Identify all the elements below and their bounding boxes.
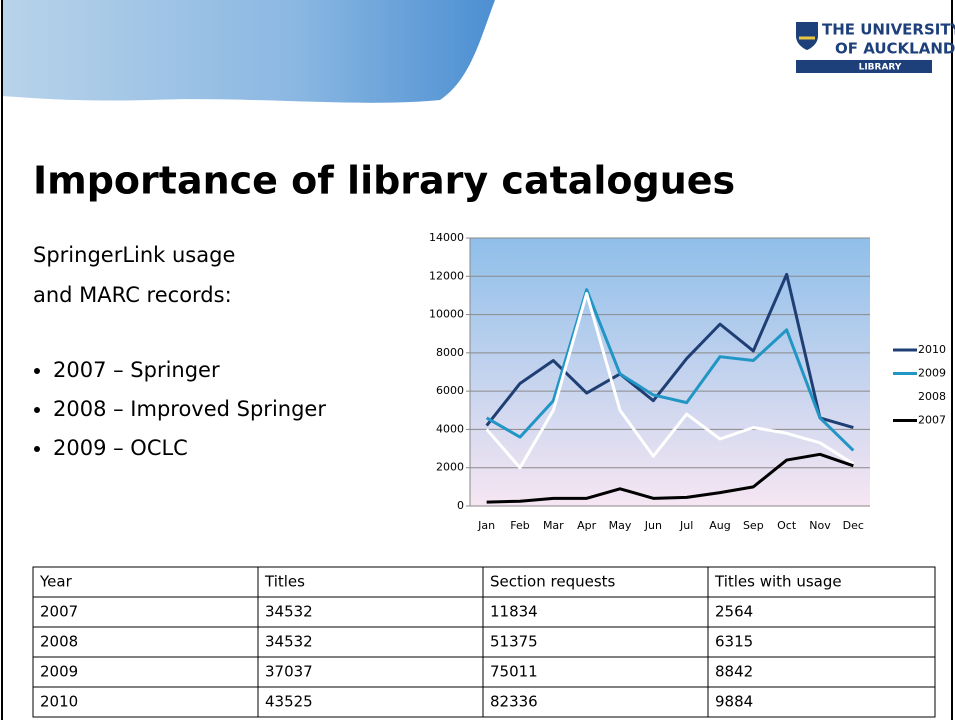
bullet-dot (34, 446, 40, 452)
table-cell-text: 2564 (715, 603, 753, 621)
x-tick-label: Jul (679, 519, 693, 532)
table-cell-text: 2007 (40, 603, 78, 621)
table-cell-text: 34532 (265, 603, 313, 621)
table-header-text: Year (39, 573, 73, 591)
table-cell-text: 82336 (490, 693, 538, 711)
table-cell-text: 51375 (490, 633, 538, 651)
table-cell-text: 2008 (40, 633, 78, 651)
table-cell-text: 6315 (715, 633, 753, 651)
table-header-text: Titles with usage (714, 573, 842, 591)
bullet-text: 2008 – Improved Springer (53, 397, 326, 421)
slide: THE UNIVERSITY OF AUCKLAND LIBRARY Impor… (0, 0, 955, 720)
table-cell-text: 11834 (490, 603, 538, 621)
logo-shield (796, 22, 818, 50)
x-tick-label: Sep (743, 519, 764, 532)
x-tick-label: Dec (843, 519, 864, 532)
table-header-text: Section requests (490, 573, 616, 591)
logo-text: OF AUCKLAND (835, 40, 955, 58)
bullet-text: 2007 – Springer (53, 358, 220, 382)
legend-label: 2010 (918, 343, 946, 356)
x-tick-label: Apr (577, 519, 597, 532)
table-cell-text: 37037 (265, 663, 313, 681)
y-tick-label: 0 (457, 499, 464, 512)
y-tick-label: 10000 (429, 308, 464, 321)
x-tick-label: Jun (644, 519, 662, 532)
table-cell-text: 43525 (265, 693, 313, 711)
x-tick-label: Aug (709, 519, 730, 532)
x-tick-label: Nov (809, 519, 831, 532)
legend-label: 2008 (918, 390, 946, 403)
table-cell-text: 2009 (40, 663, 78, 681)
logo: THE UNIVERSITY OF AUCKLAND LIBRARY (796, 21, 955, 74)
bullet-text: 2009 – OCLC (53, 436, 188, 460)
x-tick-label: Jan (477, 519, 495, 532)
intro-text: SpringerLink usage (33, 243, 235, 267)
y-tick-label: 6000 (436, 384, 464, 397)
y-tick-label: 12000 (429, 269, 464, 282)
x-tick-label: May (609, 519, 632, 532)
table-cell-text: 9884 (715, 693, 753, 711)
y-tick-label: 4000 (436, 422, 464, 435)
y-tick-label: 8000 (436, 346, 464, 359)
bullet-dot (34, 407, 40, 413)
table-cell-text: 34532 (265, 633, 313, 651)
y-tick-label: 14000 (429, 231, 464, 244)
table-cell-text: 75011 (490, 663, 538, 681)
logo-text: LIBRARY (859, 63, 902, 73)
x-tick-label: Oct (777, 519, 797, 532)
intro-text: and MARC records: (33, 283, 232, 307)
logo-text: THE UNIVERSITY (822, 21, 955, 39)
legend-label: 2009 (918, 367, 946, 380)
table-cell-text: 8842 (715, 663, 753, 681)
x-tick-label: Feb (510, 519, 529, 532)
slide-title: Importance of library catalogues (33, 159, 735, 203)
y-tick-label: 2000 (436, 461, 464, 474)
header-decoration (3, 0, 495, 103)
x-tick-label: Mar (543, 519, 564, 532)
bullet-list: 2007 – Springer 2008 – Improved Springer 2… (34, 358, 326, 460)
bullet-dot (34, 368, 40, 374)
table-header-text: Titles (264, 573, 305, 591)
table-cell-text: 2010 (40, 693, 78, 711)
legend-label: 2007 (918, 414, 946, 427)
data-table: Year Titles Section requests Titles with us… (33, 567, 935, 717)
